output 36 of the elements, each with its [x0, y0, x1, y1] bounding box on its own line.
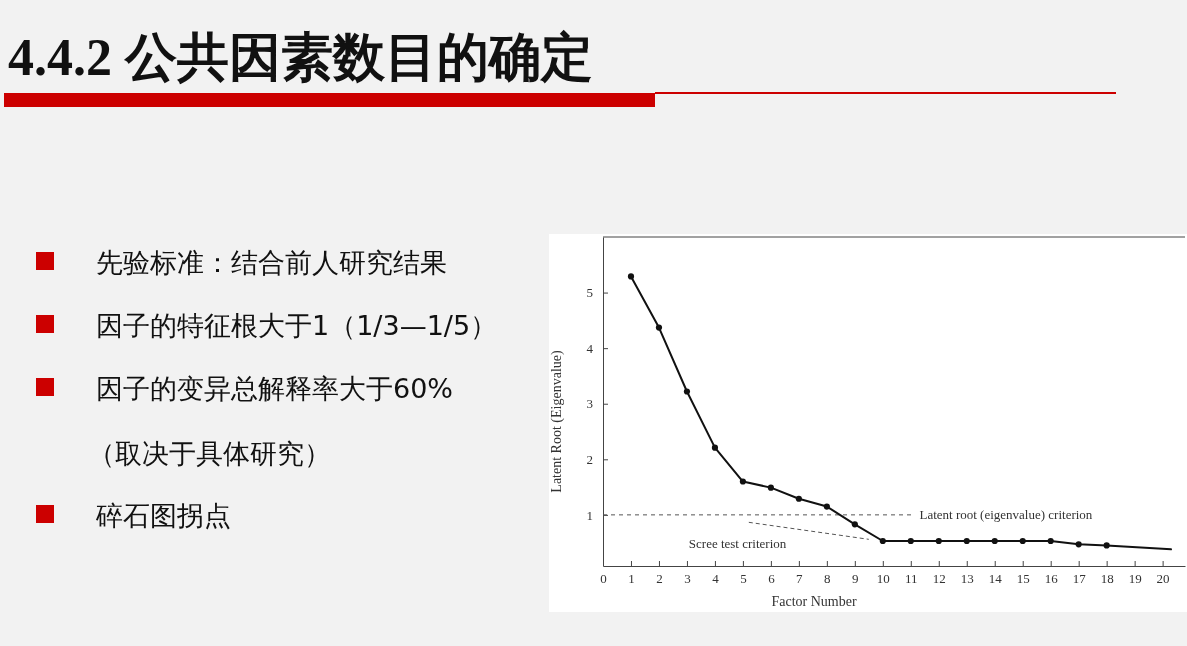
text: 碎石图拐点	[95, 500, 231, 531]
y-tick-label: 1	[586, 507, 593, 523]
y-axis-title: Latent Root (Eigenvalue)	[549, 350, 565, 493]
x-tick-label: 0	[600, 571, 607, 587]
x-tick-label: 2	[656, 571, 663, 587]
x-tick-label: 6	[768, 571, 776, 587]
x-tick-label: 3	[684, 571, 691, 587]
x-tick-label: 1	[628, 571, 635, 587]
x-tick-label: 13	[960, 571, 974, 587]
x-tick-label: 14	[988, 571, 1003, 587]
text: 因子的变异总解释率大于60%	[96, 373, 454, 404]
x-tick-label: 18	[1100, 571, 1114, 587]
annotation: Scree test criterion	[688, 536, 787, 552]
y-tick-label: 3	[586, 396, 593, 412]
ref-line-label: Latent root (eigenvalue) criterion	[919, 506, 1093, 522]
x-tick-label: 9	[852, 571, 859, 587]
x-tick-label: 20	[1156, 571, 1170, 587]
text: 因子的特征根大于1（1/3—1/5）	[96, 310, 498, 341]
y-tick-label: 2	[586, 451, 593, 467]
y-tick-label: 5	[586, 285, 593, 301]
x-tick-label: 19	[1128, 571, 1142, 587]
chart-title: 4.4.2 公共因素数目的确定	[8, 29, 593, 86]
x-tick-label: 7	[796, 571, 804, 587]
text: 先验标准：结合前人研究结果	[96, 247, 447, 278]
text: （取决于具体研究）	[88, 438, 331, 469]
x-tick-label: 17	[1072, 571, 1087, 587]
x-tick-label: 4	[712, 571, 720, 587]
x-axis-title: Factor Number	[771, 594, 857, 609]
x-tick-label: 11	[905, 571, 918, 587]
y-tick-label: 4	[586, 340, 594, 356]
x-tick-label: 5	[740, 571, 747, 587]
x-tick-label: 15	[1016, 571, 1030, 587]
x-tick-label: 10	[876, 571, 890, 587]
x-tick-label: 16	[1044, 571, 1059, 587]
x-tick-label: 8	[824, 571, 831, 587]
x-tick-label: 12	[932, 571, 946, 587]
